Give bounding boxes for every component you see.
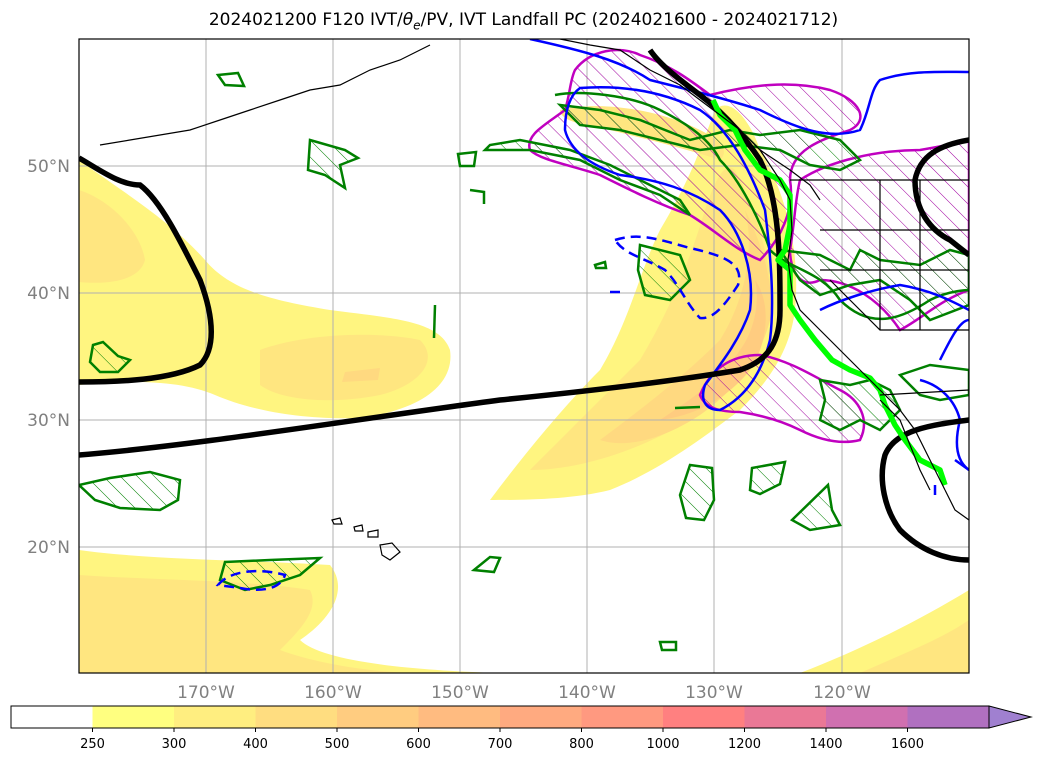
colorbar-tick-label: 1600 xyxy=(891,737,924,752)
colorbar-segment xyxy=(174,706,256,728)
colorbar-segment xyxy=(337,706,419,728)
ivt-region-south-core xyxy=(79,575,420,673)
pv-contour xyxy=(636,243,692,302)
colorbar-tick-label: 300 xyxy=(162,737,187,752)
border-us-mexico xyxy=(879,389,969,396)
pv-contour xyxy=(88,340,133,374)
island xyxy=(331,517,343,525)
pv-contour xyxy=(556,103,863,172)
theta-e-contour xyxy=(529,39,969,136)
trough-axis xyxy=(879,417,969,563)
title-suffix: /PV, IVT Landfall PC (2024021600 - 20240… xyxy=(420,10,839,30)
title-theta-sub: e xyxy=(413,18,421,33)
pv-contour xyxy=(678,463,716,522)
lon-label-130w: 130°W xyxy=(685,683,743,703)
theta-e-contour xyxy=(563,85,774,412)
island xyxy=(353,524,364,532)
pv-contour xyxy=(470,555,502,574)
pv-contour xyxy=(897,363,969,402)
island xyxy=(379,542,401,561)
pv-contour xyxy=(469,188,486,204)
coastline-alaska xyxy=(559,39,821,201)
pv-contour xyxy=(215,71,247,88)
colorbar-segment xyxy=(581,706,664,728)
ivt-region-southeast-core xyxy=(860,620,969,673)
lon-label-150w: 150°W xyxy=(431,683,489,703)
pv-contour xyxy=(481,138,692,217)
pv-contour xyxy=(218,556,324,592)
pv-contour xyxy=(748,460,787,496)
theta-e-contour xyxy=(954,458,969,472)
lon-label-160w: 160°W xyxy=(304,683,362,703)
map-frame xyxy=(78,38,970,674)
ivt-region-west-core xyxy=(79,190,145,283)
coastlines xyxy=(99,39,969,521)
coastline-aleutians xyxy=(99,44,431,146)
theta-e-contours xyxy=(215,39,969,592)
pv-contour xyxy=(789,482,842,532)
trough-axis xyxy=(79,155,214,385)
trough-axis xyxy=(912,137,969,258)
colorbar: 250 300 400 500 600 700 800 1000 1200 1400 1600 xyxy=(10,705,1033,752)
lon-label-120w: 120°W xyxy=(813,683,871,703)
map-title: 2024021200 F120 IVT/θe/PV, IVT Landfall … xyxy=(0,10,1047,32)
pv-contour xyxy=(674,405,701,410)
pv-contour xyxy=(456,150,478,168)
colorbar-segment xyxy=(663,706,745,728)
hawaii-islands xyxy=(331,517,401,561)
coastline-mexico xyxy=(944,489,969,521)
colorbar-segment xyxy=(826,706,908,728)
lat-labels: 20°N 30°N 40°N 50°N xyxy=(27,157,70,558)
coastline-gulf-california xyxy=(879,399,931,491)
colorbar-tick-label: 1000 xyxy=(646,737,679,752)
theta-e-contour xyxy=(938,318,969,361)
lat-label-40n: 40°N xyxy=(27,284,70,304)
colorbar-tick-label: 250 xyxy=(80,737,105,752)
pv-contour xyxy=(658,640,678,652)
map-area xyxy=(78,38,970,674)
theta-e-contour xyxy=(819,283,969,312)
pv-contour xyxy=(432,304,437,339)
lon-label-140w: 140°W xyxy=(558,683,616,703)
ivt-region-central-core xyxy=(260,334,428,401)
pv-contour xyxy=(593,260,608,270)
colorbar-segment xyxy=(11,706,93,728)
pv-contour xyxy=(306,138,361,191)
colorbar-tick-label: 1200 xyxy=(728,737,761,752)
colorbar-segment xyxy=(255,706,338,728)
pv-contour xyxy=(79,470,182,512)
border-state xyxy=(829,279,969,331)
colorbar-tick-label: 600 xyxy=(406,737,431,752)
lon-labels: 170°W 160°W 150°W 140°W 130°W 120°W xyxy=(177,683,871,703)
lat-label-20n: 20°N xyxy=(27,538,70,558)
colorbar-tick-label: 1400 xyxy=(809,737,842,752)
theta-e-contour-dashed xyxy=(613,235,741,320)
landfall-path-line xyxy=(710,98,948,486)
colorbar-tick-label: 800 xyxy=(569,737,594,752)
lon-label-170w: 170°W xyxy=(177,683,235,703)
colorbar-tick-label: 700 xyxy=(488,737,513,752)
colorbar-segment xyxy=(907,706,990,728)
theta-e-contour-dashed xyxy=(215,569,287,592)
ivt-region-central-peak xyxy=(342,368,380,382)
colorbar-extend-arrow xyxy=(988,705,1033,729)
pv-contour xyxy=(777,248,969,322)
island xyxy=(367,529,379,538)
colorbar-segment xyxy=(500,706,582,728)
coastline-west-coast xyxy=(759,149,946,491)
colorbar-tick-label: 500 xyxy=(325,737,350,752)
colorbar-segment xyxy=(744,706,827,728)
lat-label-30n: 30°N xyxy=(27,411,70,431)
title-theta: θ xyxy=(402,10,414,30)
title-prefix: 2024021200 F120 IVT/ xyxy=(208,10,403,30)
colorbar-tick-label: 400 xyxy=(243,737,268,752)
colorbar-segment xyxy=(418,706,501,728)
colorbar-segment xyxy=(92,706,175,728)
lat-label-50n: 50°N xyxy=(27,157,70,177)
